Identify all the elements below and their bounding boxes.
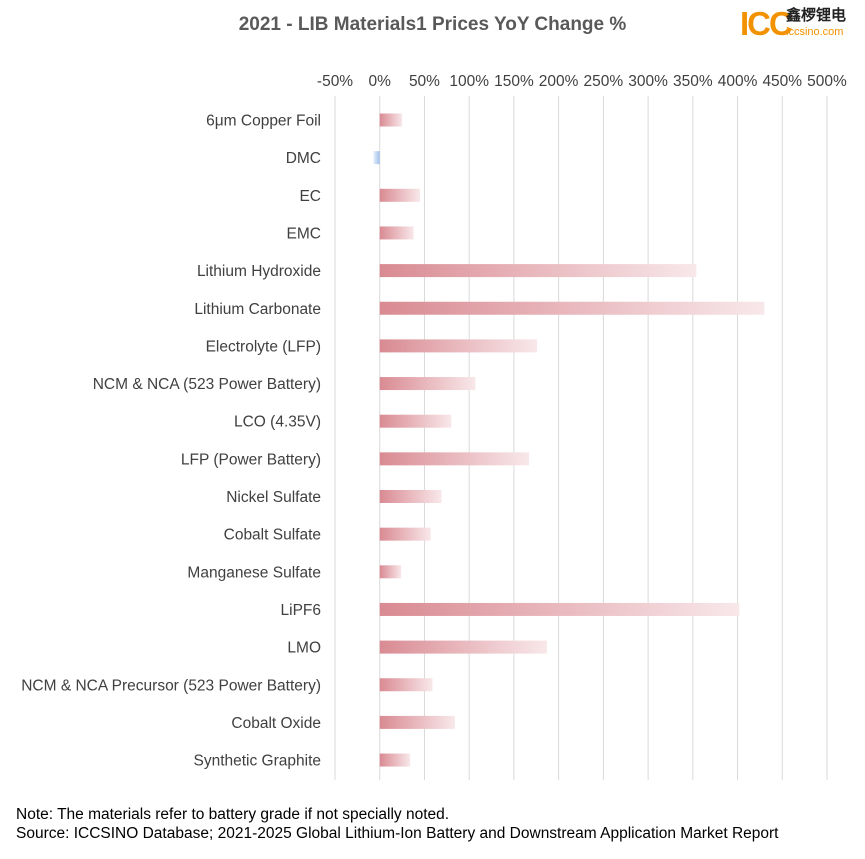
- bar: [379, 264, 697, 278]
- x-tick-label: 350%: [673, 73, 713, 90]
- gridlines: [334, 96, 828, 780]
- category-label: EC: [299, 188, 321, 205]
- x-tick-label: 450%: [762, 73, 802, 90]
- category-label: LCO (4.35V): [234, 414, 321, 431]
- category-label: LMO: [287, 640, 321, 657]
- x-tick-label: 200%: [539, 73, 579, 90]
- bar: [379, 301, 765, 315]
- bar: [379, 490, 442, 503]
- bar: [379, 339, 538, 353]
- category-label: Manganese Sulfate: [187, 564, 321, 581]
- x-tick-label: 400%: [718, 73, 758, 90]
- x-tick-label: 150%: [494, 73, 534, 90]
- chart-title: 2021 - LIB Materials1 Prices YoY Change …: [238, 14, 627, 35]
- bar: [379, 452, 530, 466]
- bar: [379, 527, 431, 541]
- bar: [379, 715, 455, 729]
- source-note: Source: ICCSINO Database; 2021-2025 Glob…: [16, 825, 779, 842]
- x-axis-ticks: -50% 0% 50% 100% 150% 200% 250% 300% 350% 400% 450…: [317, 73, 847, 90]
- x-tick-label: 250%: [584, 73, 624, 90]
- category-label: NCM & NCA Precursor (523 Power Battery): [21, 677, 321, 694]
- category-label: Cobalt Oxide: [231, 715, 321, 732]
- x-tick-label: 0%: [369, 73, 392, 90]
- footnote: Note: The materials refer to battery gra…: [16, 806, 450, 823]
- category-label: Nickel Sulfate: [226, 489, 321, 506]
- logo-brand: ICC: [740, 5, 793, 42]
- bar: [379, 602, 740, 616]
- x-tick-label: 50%: [409, 73, 440, 90]
- bar: [379, 565, 402, 579]
- bar: [379, 414, 452, 428]
- logo-url: iccsino.com: [786, 26, 844, 38]
- x-tick-label: 500%: [807, 73, 847, 90]
- x-tick-label: 100%: [449, 73, 489, 90]
- icc-logo: ICC 鑫椤锂电 iccsino.com: [740, 6, 858, 42]
- bar: [379, 188, 420, 202]
- bar: [379, 753, 411, 767]
- bar: [373, 151, 380, 165]
- category-label: Cobalt Sulfate: [224, 527, 321, 544]
- category-label: Lithium Hydroxide: [197, 263, 321, 280]
- bar: [379, 678, 433, 692]
- category-label: 6μm Copper Foil: [206, 113, 321, 130]
- category-label: NCM & NCA (523 Power Battery): [93, 376, 321, 393]
- logo-chinese-name: 鑫椤锂电: [786, 7, 847, 24]
- bar: [379, 640, 548, 654]
- category-label: Lithium Carbonate: [194, 301, 321, 318]
- bars: [373, 113, 765, 767]
- category-label: LFP (Power Battery): [181, 451, 321, 468]
- category-label: EMC: [287, 225, 321, 242]
- category-label: Synthetic Graphite: [193, 753, 321, 770]
- category-labels: 6μm Copper Foil DMC EC EMC Lithium Hydroxide…: [21, 113, 321, 770]
- x-tick-label: 300%: [628, 73, 668, 90]
- bar: [379, 113, 403, 127]
- bar-chart: -50% 0% 50% 100% 150% 200% 250% 300% 350% 400% 450…: [21, 73, 847, 780]
- bar: [379, 377, 476, 391]
- bar: [379, 226, 414, 240]
- category-label: DMC: [286, 150, 321, 167]
- x-tick-label: -50%: [317, 73, 353, 90]
- category-label: Electrolyte (LFP): [206, 338, 321, 355]
- category-label: LiPF6: [281, 602, 322, 619]
